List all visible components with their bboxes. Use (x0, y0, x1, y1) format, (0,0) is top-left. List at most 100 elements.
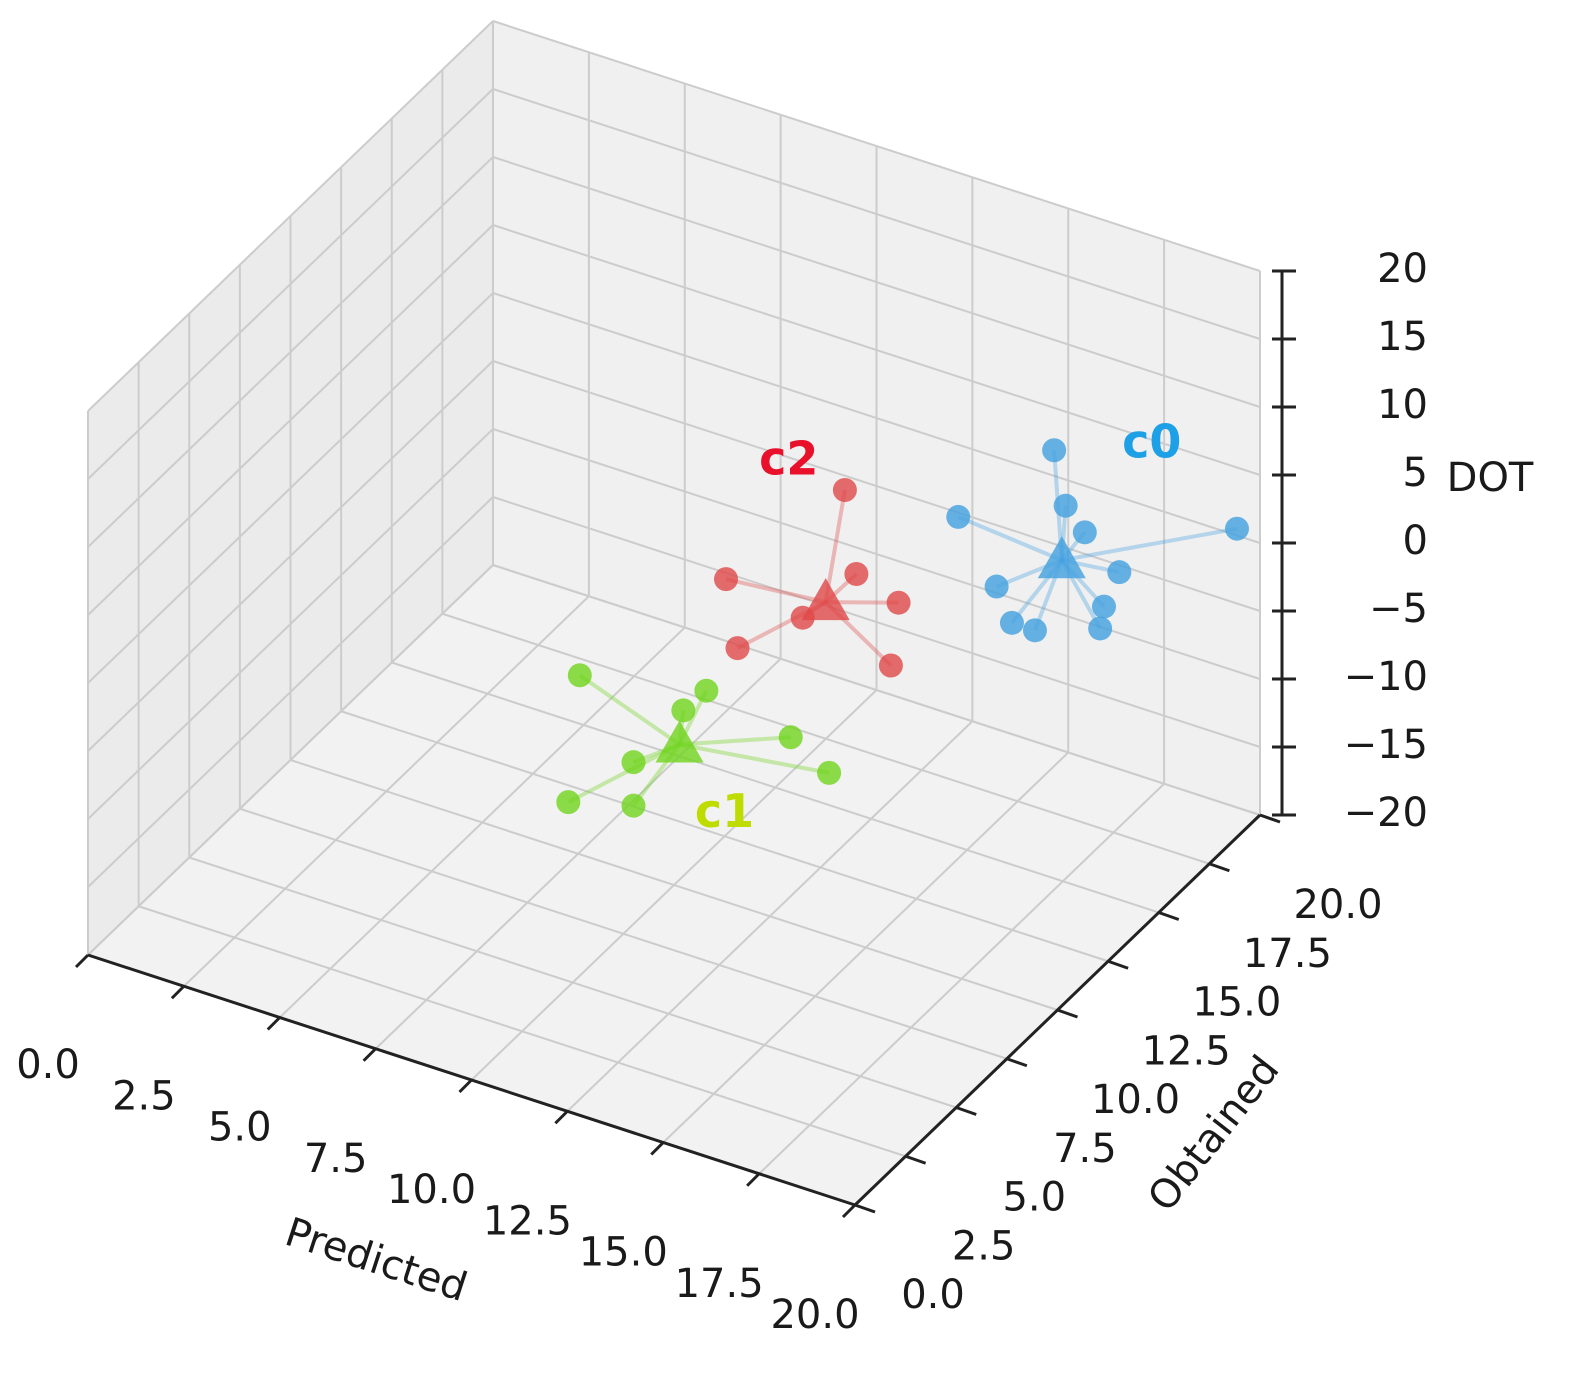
spoke (1061, 526, 1238, 563)
point (725, 636, 750, 661)
point (1091, 594, 1116, 619)
point (778, 725, 803, 750)
grid-line (391, 661, 1160, 914)
grid-line (492, 20, 1261, 272)
point (621, 750, 646, 775)
z-tick-label: −15 (1344, 722, 1428, 768)
y-tick (1006, 1057, 1028, 1068)
grid-line (87, 496, 494, 888)
y-tick (905, 1154, 927, 1165)
y-tick-label: 7.5 (1053, 1126, 1117, 1172)
x-tick-label: 2.5 (112, 1073, 176, 1119)
x-axis-label: Predicted (280, 1209, 473, 1311)
spoke (823, 489, 847, 603)
grid-line (492, 428, 1261, 680)
point (714, 567, 739, 592)
point (621, 793, 646, 818)
grid-line (87, 88, 494, 480)
z-tick-label: 15 (1377, 314, 1428, 360)
grid-line (188, 856, 957, 1109)
point (671, 698, 696, 723)
point (946, 504, 971, 529)
point (999, 610, 1024, 635)
y-tick (1208, 862, 1230, 873)
x-tick-label: 0.0 (16, 1042, 80, 1088)
point (1022, 618, 1047, 643)
y-tick (1259, 813, 1281, 824)
point (878, 653, 903, 678)
point (886, 590, 911, 615)
x-tick (841, 1203, 857, 1219)
x-tick (362, 1047, 377, 1062)
y-tick (1158, 911, 1180, 921)
grid-line (87, 564, 494, 956)
point (1042, 438, 1067, 463)
x-tick-label: 20.0 (770, 1292, 859, 1338)
y-tick (854, 1203, 876, 1214)
grid-line (87, 156, 494, 548)
x-tick (74, 953, 90, 969)
z-tick-label: 5 (1403, 450, 1428, 496)
y-tick (1057, 1008, 1078, 1019)
y-tick (1107, 959, 1129, 970)
point (1088, 616, 1113, 641)
point (1053, 493, 1078, 518)
y-tick-label: 10.0 (1091, 1077, 1180, 1123)
spoke (725, 577, 827, 605)
point (567, 663, 592, 688)
grid-line (492, 360, 1261, 612)
x-tick (458, 1078, 473, 1094)
grid-line (239, 807, 1008, 1060)
grid-line (340, 710, 1109, 963)
x-tick (746, 1172, 761, 1187)
cluster-label: c0 (1122, 415, 1181, 469)
grid-line (87, 224, 494, 616)
grid-line (492, 156, 1261, 408)
point (1107, 560, 1132, 585)
x-tick-label: 17.5 (675, 1261, 764, 1307)
grid-line (87, 360, 494, 752)
y-tick-label: 5.0 (1002, 1175, 1066, 1221)
cluster-label: c2 (759, 432, 818, 486)
z-axis-label: DOT (1447, 455, 1534, 501)
z-tick-label: −20 (1344, 790, 1428, 836)
grid-line (87, 20, 494, 412)
y-tick-label: 2.5 (952, 1223, 1016, 1269)
grid-line (492, 564, 1261, 816)
centroid (655, 720, 704, 763)
y-tick-label: 17.5 (1243, 931, 1332, 977)
grid-line (492, 88, 1261, 340)
y-tick-label: 12.5 (1142, 1028, 1231, 1074)
y-tick-label: 15.0 (1192, 980, 1281, 1026)
grid-line (492, 292, 1261, 544)
point (1224, 516, 1249, 541)
grid-line (290, 759, 1058, 1011)
point (1072, 520, 1097, 545)
x-tick-label: 12.5 (483, 1198, 572, 1244)
x-tick (650, 1141, 665, 1156)
x-tick (554, 1110, 569, 1125)
z-tick-label: −10 (1344, 654, 1428, 700)
centroid (801, 578, 850, 621)
y-tick (955, 1106, 977, 1116)
y-tick-label: 20.0 (1293, 882, 1382, 928)
x-tick-label: 15.0 (579, 1230, 668, 1276)
spoke (679, 742, 830, 775)
point (984, 574, 1009, 599)
x-tick-label: 10.0 (387, 1167, 476, 1213)
grid-line (138, 905, 906, 1158)
point (694, 678, 719, 703)
y-tick-label: 0.0 (901, 1272, 965, 1318)
grid-line (87, 428, 494, 820)
spoke (957, 515, 1063, 563)
x-tick (266, 1016, 281, 1031)
x-tick (170, 985, 185, 1000)
z-tick-label: 0 (1403, 518, 1428, 564)
point (556, 790, 581, 815)
cluster-label: c1 (695, 784, 754, 838)
grid-line (492, 224, 1261, 476)
grid-line (87, 292, 494, 684)
point (832, 478, 857, 503)
z-tick-label: −5 (1369, 586, 1428, 632)
